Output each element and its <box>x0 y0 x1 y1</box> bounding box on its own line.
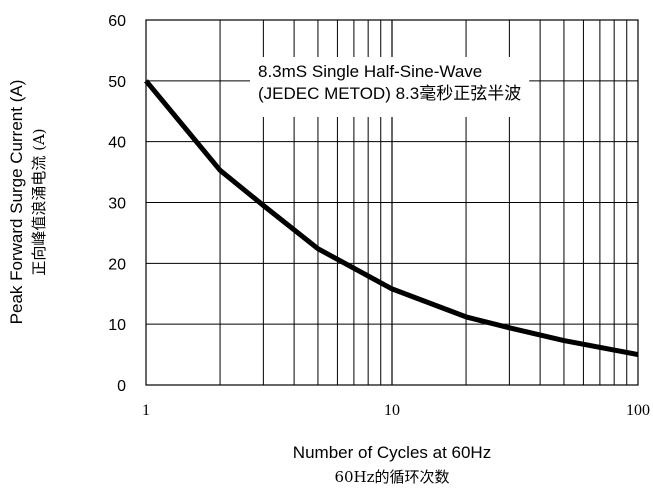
annotation-line-1: 8.3mS Single Half-Sine-Wave <box>258 62 482 81</box>
plot-frame <box>145 19 639 386</box>
y-axis-label: Peak Forward Surge Current (A) <box>7 80 26 325</box>
y-tick-label: 30 <box>108 196 126 213</box>
surge-current-curve <box>144 79 639 358</box>
y-tick-label: 0 <box>117 378 126 395</box>
x-tick-labels: 1 10 100 <box>142 402 650 419</box>
y-tick-label: 20 <box>108 256 126 273</box>
y-axis-label-cn: 正向峰值浪涌电流 (A) <box>30 128 48 275</box>
x-axis-label-cn: 60Hz的循环次数 <box>334 468 449 486</box>
x-tick-label: 10 <box>384 402 400 419</box>
y-tick-label: 60 <box>108 13 126 30</box>
y-tick-labels: 0 10 20 30 40 50 60 <box>108 13 126 395</box>
x-tick-label: 1 <box>142 402 150 419</box>
x-axis-label: Number of Cycles at 60Hz <box>293 443 491 462</box>
annotation-box <box>250 57 530 117</box>
y-tick-label: 10 <box>108 317 126 334</box>
y-tick-label: 50 <box>108 74 126 91</box>
annotation-line-2: (JEDEC METOD) 8.3毫秒正弦半波 <box>258 84 521 103</box>
x-tick-label: 100 <box>626 402 650 419</box>
y-tick-label: 40 <box>108 135 126 152</box>
